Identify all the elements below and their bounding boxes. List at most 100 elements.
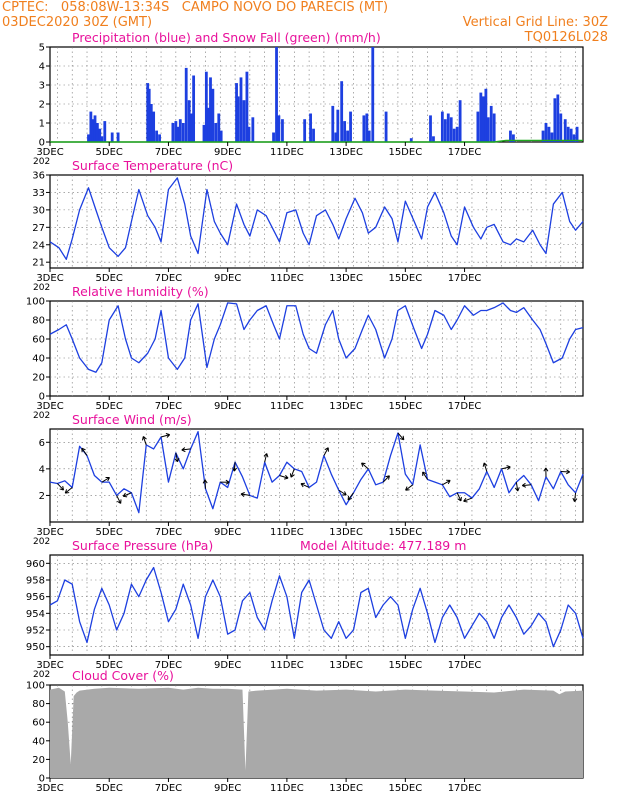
wind-arrow bbox=[240, 492, 250, 497]
precip-bar bbox=[214, 123, 218, 142]
wind-arrow bbox=[220, 479, 230, 485]
precip-bar bbox=[575, 126, 579, 142]
wind-arrow bbox=[422, 471, 428, 480]
cloud-cover-area bbox=[50, 687, 583, 778]
x-tick-label: 15DEC bbox=[388, 660, 422, 671]
y-tick-label: 33 bbox=[32, 188, 45, 199]
x-tick-label: 9DEC bbox=[214, 527, 241, 538]
panels: 0 1 2 3 4 5 3DEC 5DEC 7DEC 9DEC 11DEC 13DEC 15DEC 17D… bbox=[26, 30, 584, 794]
precip-bar bbox=[171, 123, 175, 142]
wind-arrow bbox=[64, 487, 73, 494]
x-tick-label: 11DEC bbox=[270, 147, 304, 158]
panel-title: Precipitation (blue) and Snow Fall (gree… bbox=[72, 30, 381, 45]
x-tick-label: 13DEC bbox=[329, 527, 363, 538]
precip-bar bbox=[362, 115, 366, 142]
panel-rh: 0 20 40 60 80 100 3DEC 5DEC 7DEC 9DEC 11DEC 13DEC 15… bbox=[26, 284, 584, 421]
wind-arrow bbox=[116, 495, 122, 504]
precip-bar bbox=[192, 75, 196, 142]
panel-wind: 2 4 6 3DEC 5DEC 7DEC 9DEC 11DEC 13DEC 15DEC 17DEC 2… bbox=[33, 412, 584, 547]
wind-arrow bbox=[232, 462, 238, 472]
wind-arrow bbox=[279, 474, 289, 480]
y-tick-label: 4 bbox=[39, 464, 45, 475]
x-year-label: 202 bbox=[33, 283, 50, 293]
wind-arrow bbox=[463, 497, 473, 503]
precip-bar bbox=[245, 71, 249, 142]
precip-bar bbox=[481, 96, 485, 142]
x-tick-label: 11DEC bbox=[270, 783, 304, 794]
wind-arrow bbox=[81, 447, 88, 456]
precip-bar bbox=[544, 123, 548, 142]
x-tick-label: 11DEC bbox=[270, 527, 304, 538]
precip-bar bbox=[340, 81, 344, 142]
wind-arrow bbox=[338, 489, 347, 496]
x-tick-label: 9DEC bbox=[214, 401, 241, 412]
y-tick-label: 2 bbox=[39, 100, 45, 111]
x-tick-label: 7DEC bbox=[155, 783, 182, 794]
wind-arrow bbox=[501, 465, 511, 470]
precip-bar bbox=[365, 113, 369, 142]
panel-temp: 21 24 27 30 33 36 3DEC 5DEC 7DEC 9DEC 11DEC 13DEC 15… bbox=[32, 158, 584, 293]
wind-arrow bbox=[300, 482, 310, 488]
y-tick-label: 30 bbox=[32, 205, 45, 216]
x-tick-label: 9DEC bbox=[214, 783, 241, 794]
precip-bar bbox=[91, 119, 95, 142]
precip-bar bbox=[563, 119, 567, 142]
x-tick-label: 9DEC bbox=[214, 273, 241, 284]
precip-bar bbox=[569, 128, 573, 142]
x-tick-label: 7DEC bbox=[155, 401, 182, 412]
header-run-time: 03DEC2020 30Z (GMT) bbox=[2, 15, 153, 30]
panel-cloud: 0 20 40 60 80 100 3DEC 5DEC 7DEC 9DEC 11DEC 13DEC 15… bbox=[26, 668, 584, 794]
precip-bar bbox=[479, 92, 483, 142]
wind-arrow bbox=[543, 467, 549, 477]
x-tick-label: 13DEC bbox=[329, 273, 363, 284]
precip-bar bbox=[455, 126, 459, 142]
y-tick-label: 6 bbox=[39, 438, 45, 449]
y-tick-label: 5 bbox=[39, 43, 45, 54]
precip-bar bbox=[184, 67, 188, 142]
x-tick-label: 3DEC bbox=[36, 273, 63, 284]
panel-title: Surface Temperature (nC) bbox=[72, 158, 233, 173]
x-tick-label: 15DEC bbox=[388, 147, 422, 158]
precip-bar bbox=[367, 130, 371, 142]
x-tick-label: 11DEC bbox=[270, 273, 304, 284]
y-tick-label: 0 bbox=[39, 774, 45, 785]
pres-line bbox=[49, 566, 584, 648]
x-year-label: 202 bbox=[33, 670, 50, 680]
temp-line bbox=[49, 177, 584, 260]
precip-bar bbox=[309, 113, 312, 142]
precip-bar bbox=[550, 132, 554, 142]
precip-bar bbox=[303, 119, 307, 142]
precip-bar bbox=[116, 132, 120, 142]
y-tick-label: 952 bbox=[26, 626, 45, 637]
precip-bar bbox=[190, 113, 193, 142]
precip-bar bbox=[178, 119, 182, 142]
y-tick-label: 100 bbox=[26, 681, 45, 692]
precip-bar bbox=[331, 105, 335, 142]
precip-bar bbox=[443, 119, 447, 142]
y-tick-label: 958 bbox=[26, 576, 45, 587]
precip-bar bbox=[384, 111, 388, 142]
precip-bar bbox=[458, 100, 462, 142]
precip-bar bbox=[452, 128, 456, 142]
wind-arrow bbox=[405, 484, 414, 491]
precip-bar bbox=[95, 123, 99, 142]
x-tick-label: 5DEC bbox=[96, 273, 123, 284]
x-tick-label: 17DEC bbox=[448, 401, 482, 412]
y-tick-label: 27 bbox=[32, 223, 45, 234]
precip-bar bbox=[429, 115, 432, 142]
y-tick-label: 0 bbox=[39, 138, 45, 149]
precip-bar bbox=[553, 98, 557, 142]
precip-bar bbox=[217, 113, 221, 142]
panel-title: Surface Pressure (hPa) bbox=[72, 538, 213, 553]
wind-arrow bbox=[323, 447, 329, 456]
wind-arrow bbox=[514, 482, 520, 492]
x-tick-label: 17DEC bbox=[448, 273, 482, 284]
x-tick-label: 17DEC bbox=[448, 147, 482, 158]
precip-bar bbox=[509, 130, 512, 142]
precip-bar bbox=[547, 126, 551, 142]
precip-bar bbox=[432, 136, 435, 142]
precip-bar bbox=[211, 88, 215, 142]
x-tick-label: 9DEC bbox=[214, 660, 241, 671]
wind-arrow bbox=[347, 492, 354, 501]
